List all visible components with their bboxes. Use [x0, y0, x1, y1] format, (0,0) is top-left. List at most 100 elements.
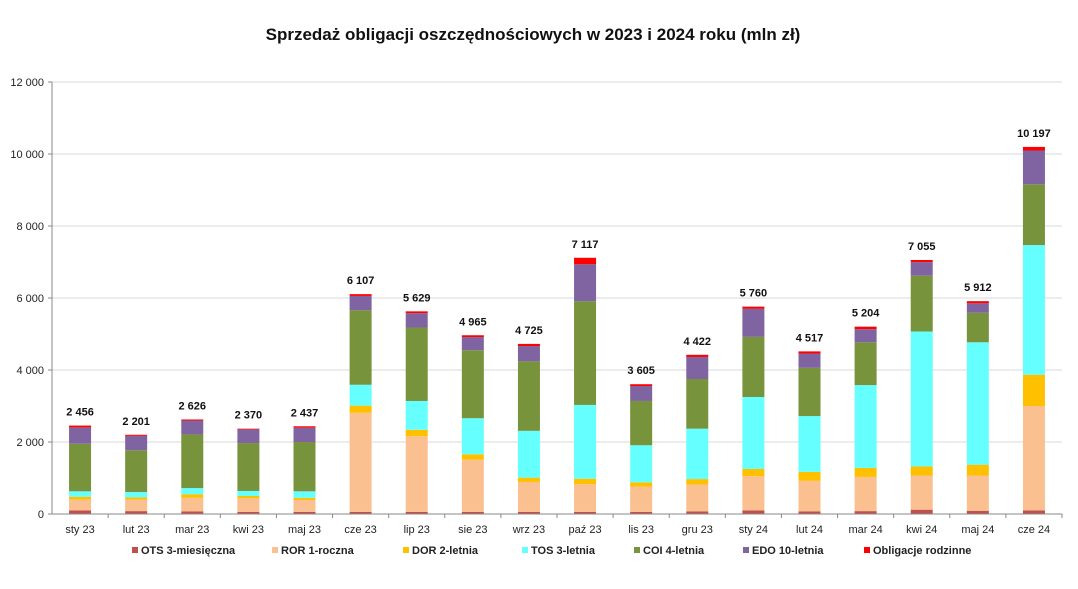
bar-segment [405, 327, 428, 401]
x-tick-label: maj 23 [288, 524, 321, 536]
bar-stack [461, 335, 484, 514]
bar-segment [237, 498, 260, 512]
bar-stack [69, 425, 92, 514]
legend-swatch [403, 547, 409, 553]
bar-segment [630, 386, 653, 401]
bar-segment [1022, 374, 1045, 406]
legend-label: TOS 3-letnia [531, 545, 596, 557]
bar-segment [1022, 245, 1045, 375]
bar-segment [910, 260, 933, 263]
bar-segment [349, 294, 372, 296]
bar-segment [181, 494, 204, 498]
bar-segment [517, 511, 540, 514]
gridlines [52, 81, 1062, 443]
bar-segment [742, 336, 765, 397]
chart-title: Sprzedaż obligacji oszczędnościowych w 2… [266, 25, 801, 44]
x-tick-label: mar 23 [175, 524, 209, 536]
bar-segment [405, 511, 428, 514]
total-label: 7 055 [908, 241, 936, 253]
bar-segment [630, 384, 653, 387]
total-label: 5 760 [740, 288, 768, 300]
x-tick-label: lis 23 [628, 524, 654, 536]
legend-label: DOR 2-letnia [412, 545, 479, 557]
bar-segment [966, 303, 989, 313]
y-tick-label: 6 000 [16, 293, 44, 305]
bar-stack [966, 301, 989, 514]
y-tick-label: 8 000 [16, 221, 44, 233]
bar-segment [349, 412, 372, 512]
bar-segment [517, 346, 540, 362]
bar-segment [349, 310, 372, 385]
x-tick-label: cze 23 [344, 524, 376, 536]
bar-stack [742, 306, 765, 514]
bar-segment [1022, 510, 1045, 514]
bar-segment [237, 429, 260, 444]
bar-segment [574, 404, 597, 479]
total-label: 2 370 [235, 410, 263, 422]
y-tick-label: 0 [38, 509, 44, 521]
bar-segment [798, 353, 821, 368]
bar-segment [574, 478, 597, 485]
bar-segment [910, 262, 933, 276]
bar-segment [910, 275, 933, 332]
bar-segment [1022, 184, 1045, 246]
legend-item: COI 4-letnia [634, 545, 705, 557]
legend-item: OTS 3-miesięczna [132, 545, 236, 557]
bar-segment [125, 435, 148, 451]
bar-segment [405, 400, 428, 430]
legend-swatch [864, 547, 870, 553]
x-tick-label: sie 23 [458, 524, 487, 536]
legend-item: EDO 10-letnia [743, 545, 824, 557]
bar-stack [517, 343, 540, 514]
x-tick-label: lut 23 [123, 524, 150, 536]
bar-segment [293, 427, 316, 442]
bar-stack [854, 326, 877, 514]
bar-segment [630, 486, 653, 512]
bar-segment [125, 497, 148, 500]
legend-item: Obligacje rodzinne [864, 545, 971, 557]
bar-segment [181, 497, 204, 512]
bar-segment [237, 490, 260, 496]
bar-segment [630, 445, 653, 483]
bar-stack [686, 354, 709, 514]
bar-stack [405, 311, 428, 514]
legend-swatch [272, 547, 278, 553]
total-label: 6 107 [347, 275, 375, 287]
bar-segment [686, 356, 709, 379]
bar-segment [910, 331, 933, 467]
bar-segment [181, 420, 204, 435]
bar-segment [630, 511, 653, 514]
bar-segment [405, 436, 428, 512]
bar-segment [349, 405, 372, 413]
total-label: 4 725 [515, 325, 543, 337]
bar-segment [574, 257, 597, 265]
y-tick-label: 10 000 [10, 149, 44, 161]
bar-segment [517, 343, 540, 347]
bar-segment [349, 384, 372, 406]
bar-segment [405, 311, 428, 314]
x-tick-label: lip 23 [404, 524, 430, 536]
bar-segment [293, 511, 316, 514]
x-tick-label: sty 24 [739, 524, 768, 536]
bar-segment [686, 511, 709, 514]
bar-segment [69, 499, 92, 511]
bar-segment [854, 385, 877, 468]
bar-segment [125, 450, 148, 493]
y-tick-label: 12 000 [10, 77, 44, 89]
legend-swatch [743, 547, 749, 553]
bar-segment [742, 476, 765, 511]
bar-segment [854, 342, 877, 386]
total-label: 2 201 [122, 416, 150, 428]
bar-segment [854, 511, 877, 514]
total-label: 2 456 [66, 407, 94, 419]
bar-stack [1022, 146, 1045, 514]
bar-segment [574, 264, 597, 302]
x-tick-label: kwi 23 [233, 524, 264, 536]
bar-segment [181, 419, 204, 421]
x-tick-label: lut 24 [796, 524, 823, 536]
bar-segment [237, 496, 260, 499]
bar-segment [686, 479, 709, 485]
x-axis: sty 23 lut 23 mar 23 kwi 23 maj 23 cze 23 lip … [52, 513, 1063, 536]
bar-stack [574, 257, 597, 514]
